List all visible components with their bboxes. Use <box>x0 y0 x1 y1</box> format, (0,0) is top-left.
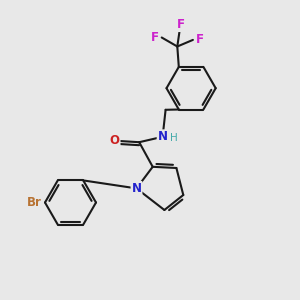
Text: O: O <box>110 134 120 147</box>
Text: N: N <box>131 182 142 195</box>
Text: F: F <box>196 33 203 46</box>
Text: H: H <box>170 133 178 143</box>
Text: N: N <box>158 130 168 143</box>
Text: Br: Br <box>27 196 42 209</box>
Text: F: F <box>177 18 185 31</box>
Text: F: F <box>151 31 159 44</box>
